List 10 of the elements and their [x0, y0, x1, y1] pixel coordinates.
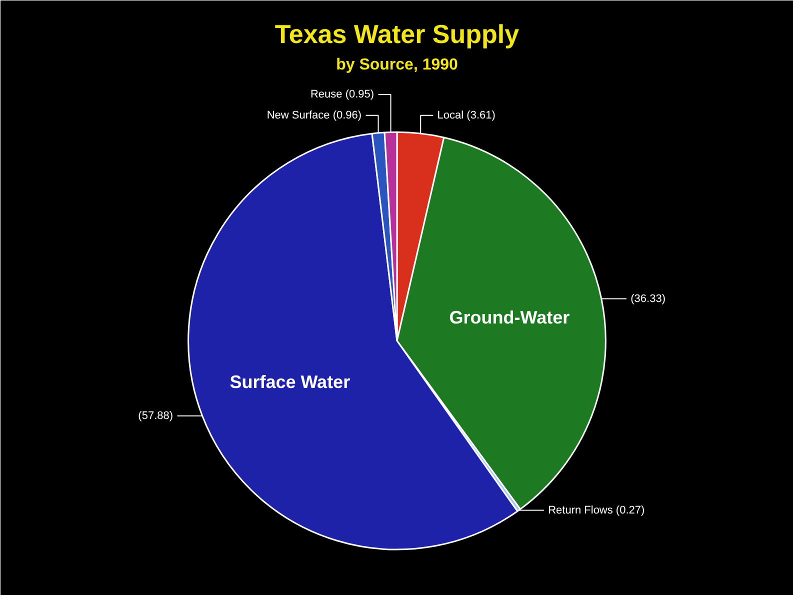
- data-label: New Surface (0.96): [266, 109, 362, 122]
- chart-subtitle: by Source, 1990: [336, 56, 458, 74]
- slice-label: Ground-Water: [449, 308, 570, 328]
- chart-title: Texas Water Supply: [274, 18, 520, 49]
- data-label: Reuse (0.95): [310, 88, 374, 100]
- data-label: Return Flows (0.27): [548, 504, 645, 516]
- data-label: Local (3.61): [437, 109, 496, 122]
- data-label: (57.88): [138, 410, 174, 422]
- data-label: (36.33): [630, 292, 666, 305]
- slice-label: Surface Water: [230, 372, 350, 392]
